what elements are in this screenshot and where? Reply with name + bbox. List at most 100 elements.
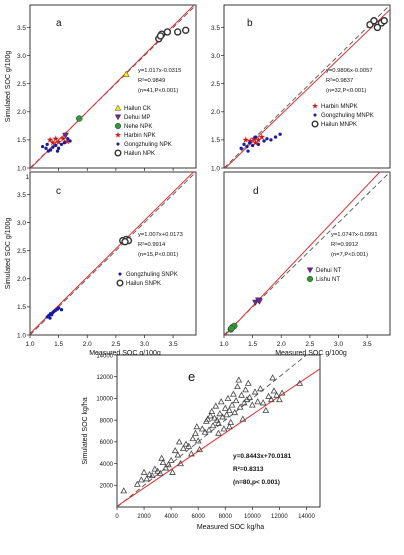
y-tick-label: 1.0	[17, 332, 26, 339]
y-axis-label: Simulated SOC g/100g	[5, 218, 12, 290]
data-point	[278, 132, 282, 136]
panel-letter: a	[56, 18, 62, 29]
legend-marker	[116, 142, 120, 146]
x-tick-label: 12000	[271, 514, 288, 520]
data-point	[245, 144, 249, 149]
panel-letter: b	[247, 18, 253, 29]
data-point	[257, 385, 264, 392]
data-point	[242, 386, 249, 393]
y-tick-label: 1.0	[17, 165, 26, 172]
data-point	[269, 374, 277, 381]
legend-marker	[114, 122, 122, 130]
data-point	[185, 442, 193, 449]
y-tick-label: 6000	[100, 440, 114, 446]
legend-marker	[311, 120, 319, 128]
data-point	[66, 137, 70, 141]
data-point	[205, 426, 213, 433]
x-tick-label: 8000	[219, 514, 233, 520]
x-tick-label: 14000	[298, 514, 315, 520]
data-point	[273, 135, 278, 139]
data-point	[146, 470, 153, 477]
sample-size: (n=80,p< 0.001)	[233, 479, 280, 486]
x-tick-label: 3.0	[140, 341, 149, 348]
panel-letter: d	[253, 186, 259, 197]
data-point	[231, 409, 239, 416]
data-point	[52, 135, 60, 142]
data-point	[158, 454, 166, 461]
data-point	[48, 148, 53, 152]
x-tick-label: 2.5	[305, 341, 314, 348]
data-point	[63, 138, 71, 145]
data-point	[48, 316, 52, 320]
x-tick-label: 2.0	[83, 341, 92, 348]
data-point	[232, 397, 240, 404]
y-tick-label: 2.5	[17, 81, 26, 88]
data-point	[171, 447, 179, 454]
data-point	[167, 456, 175, 463]
data-point	[265, 137, 269, 141]
regression-equation: y=0.9806x-0.0057	[326, 68, 373, 74]
data-point	[193, 423, 201, 430]
y-tick-label: 3.0	[17, 220, 26, 227]
data-point	[239, 146, 243, 150]
one-to-one-line	[224, 172, 390, 335]
sample-size: (n=15,P<0.001)	[138, 252, 178, 258]
data-point	[55, 138, 62, 145]
data-point	[256, 298, 263, 305]
legend-marker	[118, 272, 122, 276]
data-point	[373, 23, 382, 32]
data-point	[209, 422, 217, 429]
data-point	[252, 299, 259, 306]
data-point	[247, 137, 254, 144]
legend-label: Harbin NPK	[124, 133, 156, 139]
y-tick-label: 3.0	[211, 53, 220, 60]
data-point	[59, 142, 64, 147]
data-point	[230, 390, 237, 397]
data-point	[213, 416, 221, 423]
data-point	[62, 132, 69, 139]
data-point	[151, 465, 159, 472]
data-point	[56, 146, 61, 150]
y-tick-label: 1.5	[17, 137, 26, 144]
data-point	[169, 468, 176, 475]
data-point	[162, 464, 170, 471]
y-tick-label: 2000	[100, 484, 114, 490]
legend-marker	[306, 275, 314, 283]
data-point	[62, 141, 66, 145]
data-point	[44, 146, 48, 150]
data-point	[254, 398, 262, 405]
y-tick-label: 3.5	[17, 25, 26, 32]
panel-b: 1.0 1.5 2.0 2.5 3.0 3.5 b y=0.9806x-0.0057 R²=0.…	[211, 4, 391, 172]
data-point	[265, 392, 272, 399]
data-point	[148, 471, 156, 479]
data-point	[59, 308, 64, 312]
data-point	[194, 437, 202, 444]
data-point	[182, 440, 190, 447]
legend-marker	[114, 114, 122, 121]
y-tick-label: 1.0	[211, 165, 220, 172]
x-tick-label: 10000	[244, 514, 261, 520]
y-tick-label: 10000	[96, 397, 113, 403]
data-point	[163, 28, 172, 36]
r-squared: R²=0.9837	[326, 78, 353, 84]
data-point	[204, 415, 212, 422]
data-point	[224, 394, 232, 401]
x-tick-label: 1.5	[54, 341, 63, 348]
data-point	[242, 136, 250, 143]
data-point	[165, 461, 172, 468]
data-point	[256, 142, 260, 147]
data-point	[159, 458, 167, 466]
legend-label: Nehe NPK	[124, 124, 152, 130]
data-point	[236, 403, 244, 410]
x-tick-label: 1.0	[219, 341, 228, 348]
panel-d: 1.0 1.5 2.0 2.5 3.0 3.5 Measured SOC g/100g d y=…	[219, 171, 391, 357]
r-squared: R²=0.9912	[331, 242, 358, 248]
regression-equation: y=1.007x+0.0173	[138, 232, 183, 238]
data-point	[45, 142, 49, 147]
data-point	[380, 17, 388, 25]
data-point	[207, 412, 214, 419]
data-point	[49, 139, 57, 146]
data-point	[255, 136, 262, 143]
one-to-one-line	[30, 172, 196, 335]
y-tick-label: 3.0	[17, 53, 26, 60]
